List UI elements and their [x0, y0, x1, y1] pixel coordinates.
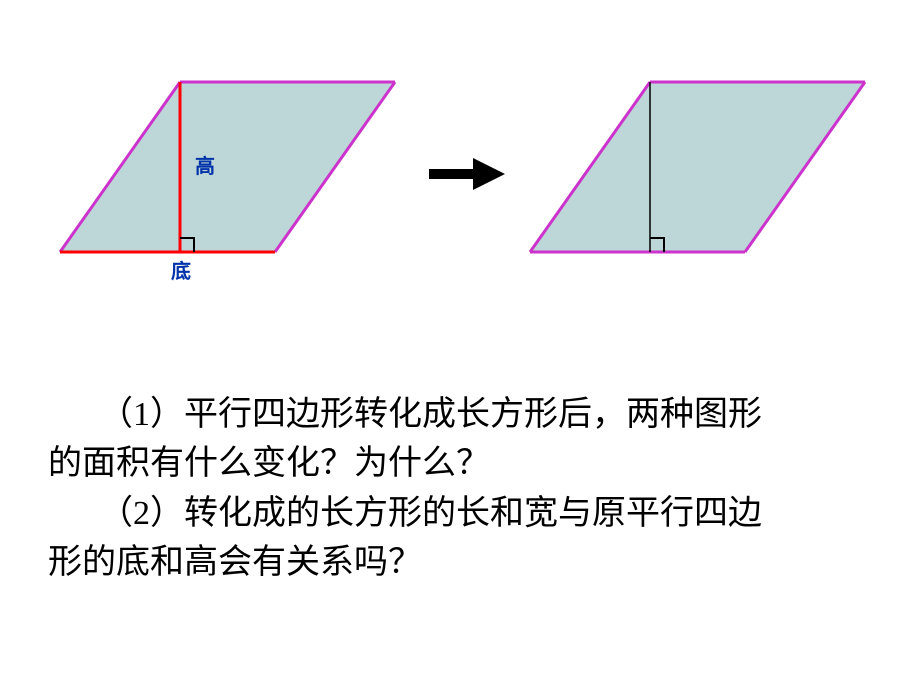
question-2-line2: 形的底和高会有关系吗？ — [48, 538, 878, 587]
label-height: 高 — [195, 150, 215, 179]
question-1-line1: （1）平行四边形转化成长方形后，两种图形 — [48, 390, 878, 439]
questions-block: （1）平行四边形转化成长方形后，两种图形 的面积有什么变化？为什么？ （2）转化… — [48, 390, 878, 587]
transform-arrow-icon — [425, 154, 507, 194]
question-1-line2: 的面积有什么变化？为什么？ — [48, 439, 878, 488]
label-base: 底 — [171, 255, 191, 284]
right-parallelogram — [525, 72, 875, 272]
question-2-line1: （2）转化成的长方形的长和宽与原平行四边 — [48, 489, 878, 538]
diagram-row: 高 底 — [55, 72, 885, 282]
left-parallelogram — [55, 72, 405, 272]
